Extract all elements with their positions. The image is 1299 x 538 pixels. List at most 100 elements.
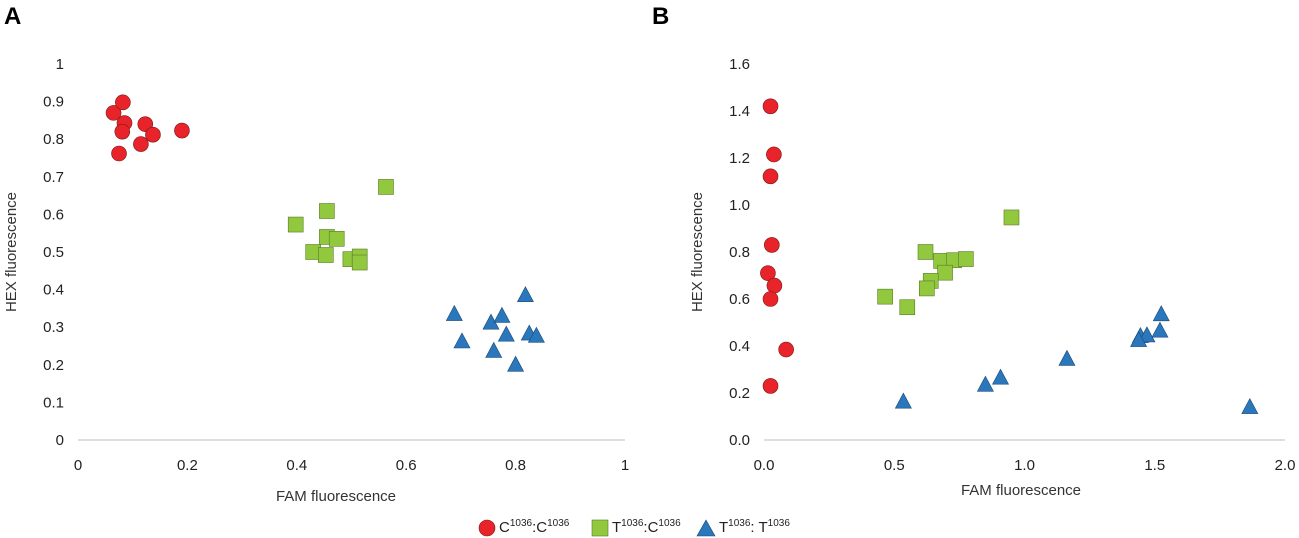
legend-tc-sup2: 1036 bbox=[658, 518, 681, 529]
svg-text:T1036:C1036: T1036:C1036 bbox=[612, 518, 681, 536]
data-point-triangle bbox=[527, 326, 545, 343]
panel-a-x-tick-label: 0.8 bbox=[505, 457, 526, 474]
panel-b-y-tick-label: 0.8 bbox=[729, 244, 750, 261]
legend-tt-sup1: 1036 bbox=[728, 518, 751, 529]
data-point-square bbox=[287, 216, 304, 233]
panel-a-x-tick-label: 0.4 bbox=[286, 457, 307, 474]
data-point-circle bbox=[114, 123, 131, 140]
data-point-circle bbox=[766, 277, 783, 294]
panel-b-label: B bbox=[652, 3, 669, 30]
legend-cc-sup1: 1036 bbox=[510, 518, 533, 529]
panel-a-y-tick-label: 0 bbox=[56, 432, 64, 449]
panel-b: B 0.0 0.5 1.0 1.5 2.0 0.0 0.2 0.4 0.6 0.8 1.0 1.2 1… bbox=[652, 3, 1295, 499]
svg-text:C1036:C1036: C1036:C1036 bbox=[499, 518, 570, 536]
legend-item-cc: C1036:C1036 bbox=[478, 518, 570, 537]
data-point-square bbox=[1003, 209, 1020, 226]
data-point-square bbox=[917, 244, 934, 260]
legend-item-tt: T1036: T1036 bbox=[696, 518, 791, 537]
panel-a-x-tick-label: 0 bbox=[74, 457, 82, 474]
data-point-circle bbox=[760, 265, 776, 281]
panel-a-label: A bbox=[4, 3, 21, 30]
legend-cc-base: C bbox=[499, 519, 510, 536]
panel-b-x-tick-label: 0.5 bbox=[884, 457, 905, 474]
data-point-circle bbox=[145, 126, 161, 143]
data-point-square bbox=[958, 251, 974, 267]
legend-triangle-marker bbox=[696, 519, 716, 537]
legend-cc-mid: :C bbox=[532, 519, 547, 536]
data-point-square bbox=[937, 264, 953, 281]
data-point-square bbox=[919, 280, 935, 297]
data-point-circle bbox=[137, 116, 154, 132]
data-point-circle bbox=[762, 98, 779, 115]
data-point-circle bbox=[762, 378, 779, 394]
panel-b-y-ticks: 0.0 0.2 0.4 0.6 0.8 1.0 1.2 1.4 1.6 bbox=[729, 56, 750, 449]
data-point-circle bbox=[115, 94, 131, 111]
data-point-triangle bbox=[1151, 321, 1169, 338]
legend-tc-mid: :C bbox=[643, 519, 658, 536]
data-point-triangle bbox=[453, 332, 471, 349]
panel-a: A 0 0.2 0.4 0.6 0.8 1 00.10.20.30.40.50.60.70… bbox=[3, 3, 629, 505]
data-point-square bbox=[351, 254, 368, 271]
panel-b-y-axis-title: HEX fluorescence bbox=[689, 192, 706, 312]
legend-circle-marker bbox=[478, 519, 496, 537]
panel-a-points bbox=[105, 94, 545, 372]
panel-b-y-tick-label: 1.6 bbox=[729, 56, 750, 73]
panel-a-y-tick-label: 0.2 bbox=[43, 357, 64, 374]
panel-a-y-tick-label: 0.5 bbox=[43, 244, 64, 261]
data-point-circle bbox=[764, 237, 780, 253]
panel-b-x-tick-label: 2.0 bbox=[1275, 457, 1296, 474]
legend-tt-mid: : T bbox=[750, 519, 767, 536]
panel-b-y-tick-label: 0.6 bbox=[729, 291, 750, 308]
panel-a-y-tick-label: 0.8 bbox=[43, 131, 64, 148]
data-point-square bbox=[317, 247, 334, 263]
data-point-triangle bbox=[992, 368, 1010, 385]
data-point-triangle bbox=[507, 355, 525, 372]
data-point-triangle bbox=[1138, 326, 1156, 343]
panel-b-points bbox=[760, 98, 1259, 414]
panel-b-y-tick-label: 1.0 bbox=[729, 197, 750, 214]
data-point-square bbox=[899, 299, 916, 316]
panel-b-y-tick-label: 1.2 bbox=[729, 150, 750, 167]
data-point-triangle bbox=[516, 286, 534, 303]
panel-a-x-ticks: 0 0.2 0.4 0.6 0.8 1 bbox=[74, 457, 629, 474]
data-point-square bbox=[328, 231, 345, 247]
data-point-square bbox=[319, 203, 335, 219]
legend: C1036:C1036 T1036:C1036 T1036: T1036 bbox=[478, 518, 791, 537]
legend-cc-sup2: 1036 bbox=[547, 518, 570, 529]
panel-a-y-tick-label: 0.1 bbox=[43, 394, 64, 411]
legend-tt-sup2: 1036 bbox=[768, 518, 791, 529]
data-point-triangle bbox=[493, 306, 511, 323]
panel-b-x-tick-label: 1.5 bbox=[1144, 457, 1165, 474]
data-point-triangle bbox=[485, 341, 503, 358]
panel-a-y-tick-label: 0.9 bbox=[43, 94, 64, 111]
panel-a-x-tick-label: 1 bbox=[621, 457, 629, 474]
data-point-triangle bbox=[497, 325, 515, 342]
panel-a-y-tick-label: 0.4 bbox=[43, 282, 64, 299]
panel-a-x-axis-title: FAM fluorescence bbox=[276, 488, 396, 505]
panel-b-x-tick-label: 1.0 bbox=[1014, 457, 1035, 474]
data-point-circle bbox=[174, 122, 190, 139]
legend-item-tc: T1036:C1036 bbox=[591, 518, 681, 537]
panel-a-x-tick-label: 0.6 bbox=[396, 457, 417, 474]
data-point-circle bbox=[762, 168, 779, 185]
data-point-triangle bbox=[445, 304, 463, 321]
panel-a-y-axis-title: HEX fluorescence bbox=[3, 192, 20, 312]
panel-a-y-tick-label: 1 bbox=[56, 56, 64, 73]
data-point-triangle bbox=[894, 392, 912, 409]
data-point-triangle bbox=[1058, 349, 1076, 366]
data-point-triangle bbox=[1241, 397, 1259, 414]
legend-tc-base: T bbox=[612, 519, 621, 536]
data-point-circle bbox=[111, 145, 127, 162]
data-point-square bbox=[877, 288, 893, 305]
legend-tt-base: T bbox=[719, 519, 728, 536]
data-point-circle bbox=[105, 105, 122, 121]
panel-b-x-axis-title: FAM fluorescence bbox=[961, 482, 1081, 499]
data-point-triangle bbox=[1130, 330, 1148, 347]
legend-tc-sup1: 1036 bbox=[621, 518, 644, 529]
panel-b-x-tick-label: 0.0 bbox=[754, 457, 775, 474]
legend-square-marker bbox=[591, 519, 609, 537]
data-point-triangle bbox=[976, 375, 994, 392]
data-point-circle bbox=[778, 341, 794, 358]
panel-b-y-tick-label: 0.0 bbox=[729, 432, 750, 449]
data-point-triangle bbox=[1152, 305, 1170, 322]
